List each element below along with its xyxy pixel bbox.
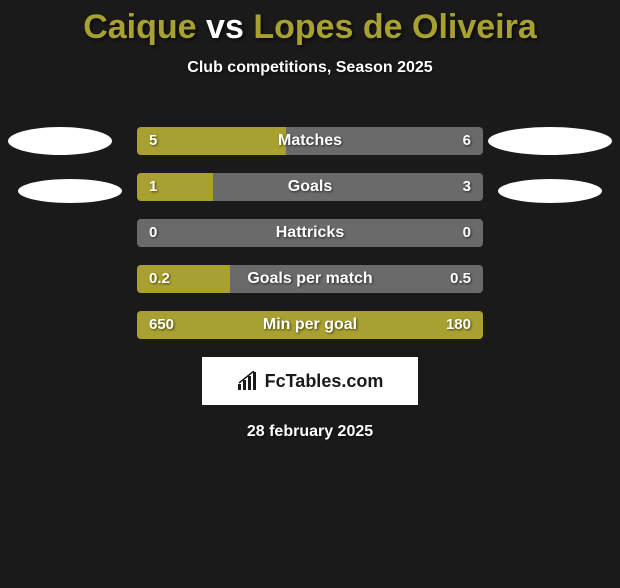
vs-text: vs: [206, 8, 244, 46]
stat-value-left: 650: [149, 311, 174, 339]
bar-chart-icon: [237, 371, 259, 391]
player2-ellipse-bottom: [498, 179, 602, 203]
brand-box[interactable]: FcTables.com: [202, 357, 418, 405]
comparison-title: Caique vs Lopes de Oliveira: [0, 8, 620, 47]
stat-value-left: 0.2: [149, 265, 170, 293]
stat-row: 56Matches: [137, 127, 483, 155]
stats-container: 56Matches13Goals00Hattricks0.20.5Goals p…: [0, 127, 620, 339]
stat-row: 0.20.5Goals per match: [137, 265, 483, 293]
stat-row: 13Goals: [137, 173, 483, 201]
stat-row: 650180Min per goal: [137, 311, 483, 339]
player1-ellipse-top: [8, 127, 112, 155]
stat-value-left: 5: [149, 127, 157, 155]
stat-value-right: 180: [446, 311, 471, 339]
stat-row: 0 0Hattricks: [137, 219, 483, 247]
player1-name: Caique: [83, 8, 196, 46]
stat-value-right: 0: [463, 219, 471, 247]
stat-fill-left: [137, 311, 397, 339]
player2-ellipse-top: [488, 127, 612, 155]
player2-name: Lopes de Oliveira: [253, 8, 536, 46]
brand-text: FcTables.com: [265, 371, 384, 392]
stat-value-right: 0.5: [450, 265, 471, 293]
stat-fill-left: [137, 127, 286, 155]
date-text: 28 february 2025: [0, 423, 620, 441]
subtitle: Club competitions, Season 2025: [0, 59, 620, 77]
stat-value-right: 3: [463, 173, 471, 201]
stat-value-right: 6: [463, 127, 471, 155]
player1-ellipse-bottom: [18, 179, 122, 203]
stat-value-left: 0: [149, 219, 157, 247]
stat-value-left: 1: [149, 173, 157, 201]
stat-label: Hattricks: [137, 219, 483, 247]
